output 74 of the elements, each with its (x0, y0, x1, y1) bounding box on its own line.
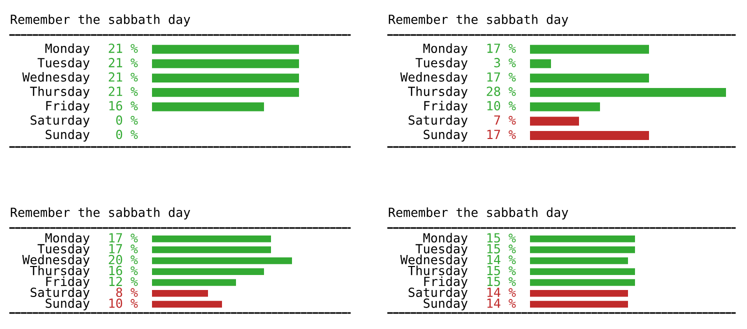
y-tick-label: Sunday (424, 298, 468, 310)
bar (530, 88, 726, 97)
y-tick-label: Thursday (408, 86, 468, 99)
data-label: 7 % (494, 116, 516, 125)
bar (152, 268, 264, 275)
data-label: 17 % (109, 244, 138, 254)
chart-title: Remember the sabbath day (388, 207, 568, 220)
chart-title: Remember the sabbath day (10, 14, 190, 26)
data-label: 21 % (108, 72, 138, 82)
bar (152, 290, 208, 297)
y-tick-label: Friday (424, 100, 468, 113)
data-label: 0 % (116, 130, 138, 140)
data-label: 3 % (494, 58, 516, 68)
y-tick-label: Friday (424, 276, 468, 289)
data-label: 15 % (487, 233, 516, 243)
y-tick-label: Friday (46, 100, 90, 113)
y-tick-label: Tuesday (38, 244, 90, 256)
data-label: 10 % (487, 101, 516, 110)
y-tick-label: Sunday (46, 298, 90, 310)
y-tick-label: Monday (45, 43, 90, 56)
data-label: 14 % (487, 255, 516, 264)
data-label: 28 % (486, 86, 516, 96)
bar (530, 116, 579, 126)
data-label: 12 % (109, 276, 138, 286)
y-tick-label: Tuesday (38, 58, 90, 70)
bar (530, 131, 649, 140)
data-label: 21 % (108, 86, 138, 96)
data-label: 14 % (487, 298, 516, 308)
data-label: 0 % (116, 115, 138, 125)
y-tick-label: Monday (45, 232, 90, 245)
data-label: 17 % (109, 233, 138, 242)
y-tick-label: Sunday (46, 129, 90, 142)
y-tick-label: Saturday (408, 115, 468, 128)
data-label: 16 % (109, 101, 138, 110)
y-tick-label: Sunday (424, 129, 468, 142)
y-tick-label: Saturday (408, 287, 468, 300)
y-tick-label: Saturday (30, 287, 90, 300)
y-tick-label: Thursday (30, 86, 90, 99)
data-label: 15 % (487, 244, 516, 254)
bar (530, 102, 600, 112)
y-tick-label: Saturday (30, 115, 90, 128)
bar (152, 300, 222, 308)
chart-title: Remember the sabbath day (388, 14, 568, 26)
data-label: 15 % (487, 276, 516, 286)
y-tick-label: Monday (423, 232, 468, 245)
data-label: 8 % (116, 288, 138, 298)
bar (530, 74, 649, 83)
data-label: 21 % (108, 44, 138, 53)
y-tick-label: Tuesday (416, 58, 468, 70)
data-label: 17 % (487, 130, 516, 139)
data-label: 14 % (487, 288, 516, 297)
y-tick-label: Monday (423, 43, 468, 56)
y-tick-label: Thursday (30, 266, 90, 278)
bar (530, 59, 551, 68)
data-label: 10 % (109, 298, 138, 308)
chart-title: Remember the sabbath day (10, 207, 190, 220)
y-tick-label: Friday (46, 276, 90, 289)
y-tick-label: Wednesday (22, 254, 90, 267)
y-tick-label: Tuesday (416, 244, 468, 256)
data-label: 17 % (487, 72, 516, 82)
y-tick-label: Thursday (408, 266, 468, 278)
bar (152, 279, 236, 286)
data-label: 17 % (487, 44, 516, 53)
y-tick-label: Wednesday (400, 72, 468, 84)
data-label: 20 % (108, 254, 138, 264)
data-label: 16 % (109, 266, 138, 276)
bar (152, 257, 292, 264)
y-tick-label: Wednesday (22, 72, 90, 84)
bar (530, 44, 649, 54)
bar (152, 246, 271, 254)
data-label: 21 % (108, 58, 138, 68)
data-label: 15 % (487, 266, 516, 276)
y-tick-label: Wednesday (400, 254, 468, 267)
bar (152, 236, 271, 242)
